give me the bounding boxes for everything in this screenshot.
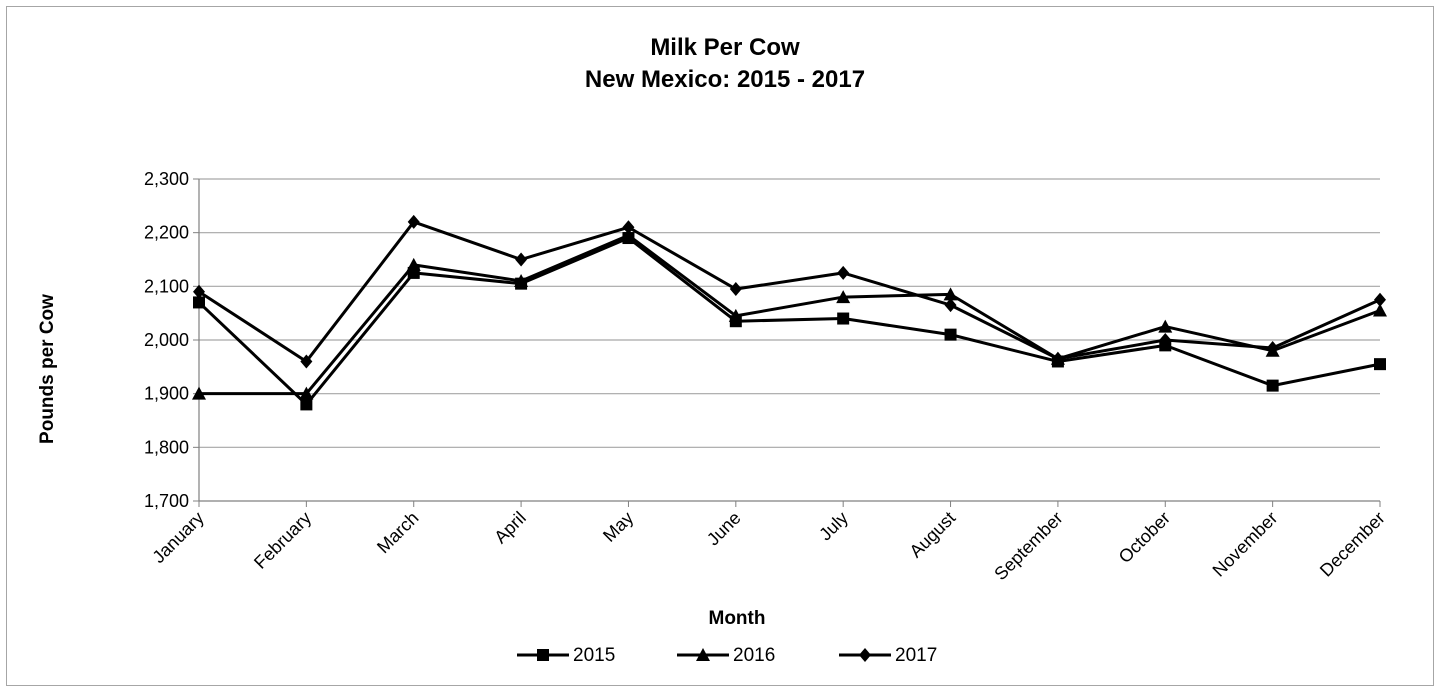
x-tick-label: December (1316, 508, 1389, 581)
data-point-2016 (1158, 319, 1173, 333)
data-point-2017 (515, 252, 528, 267)
data-point-2015 (1266, 379, 1279, 392)
data-point-2017 (1051, 351, 1064, 366)
series-line-2015 (197, 236, 1381, 406)
data-point-2017 (1374, 292, 1386, 307)
data-point-2016 (728, 308, 743, 322)
data-point-2017 (1159, 333, 1172, 347)
data-point-2017 (944, 298, 957, 313)
data-point-2017 (729, 282, 742, 297)
data-point-2017 (300, 354, 313, 369)
x-tick-label: May (599, 508, 637, 546)
series-2017 (193, 214, 1386, 369)
line-chart: Milk Per Cow New Mexico: 2015 - 2017 2,3… (37, 34, 1389, 666)
data-point-2015 (193, 296, 205, 309)
data-point-2017 (193, 284, 205, 299)
y-tick-label: 1,800 (144, 437, 189, 457)
data-point-2016 (192, 386, 206, 400)
series-group (192, 214, 1387, 411)
data-point-2016 (514, 273, 529, 287)
x-axis-title: Month (709, 608, 766, 629)
chart-frame: Milk Per Cow New Mexico: 2015 - 2017 2,3… (6, 6, 1434, 686)
x-tick-label: June (703, 508, 745, 550)
y-tick-label: 2,100 (144, 276, 189, 296)
x-tick-label: September (990, 508, 1066, 584)
data-point-2015 (300, 398, 313, 411)
series-2015 (193, 232, 1386, 411)
axes (198, 179, 1380, 502)
legend: 2015 2016 2017 (517, 645, 937, 666)
x-tick-label: April (490, 508, 530, 548)
chart-title: Milk Per Cow (650, 34, 800, 61)
data-point-2016 (1373, 303, 1387, 317)
x-tick-label: January (148, 508, 207, 567)
chart-subtitle: New Mexico: 2015 - 2017 (585, 66, 865, 93)
legend-label: 2017 (895, 645, 937, 666)
data-point-2017 (407, 214, 420, 229)
x-tick-label: August (906, 508, 960, 562)
y-tick-label: 2,200 (144, 223, 189, 243)
data-point-2016 (299, 386, 314, 400)
series-line-2016 (199, 233, 1381, 396)
data-point-2016 (836, 290, 851, 304)
data-point-2017 (622, 220, 635, 235)
data-point-2017 (837, 265, 850, 280)
data-point-2015 (944, 328, 957, 341)
x-tick-label: October (1115, 508, 1174, 567)
legend-label: 2015 (573, 645, 615, 666)
series-2016 (192, 228, 1387, 400)
y-axis-ticks: 2,300 2,200 2,100 2,000 1,900 1,800 1,700 (144, 169, 199, 511)
y-tick-label: 1,700 (144, 491, 189, 511)
x-tick-label: February (250, 508, 315, 573)
gridlines (199, 178, 1380, 448)
series-line-2017 (198, 220, 1381, 363)
y-tick-label: 1,900 (144, 384, 189, 404)
x-tick-label: July (815, 508, 852, 545)
x-tick-label: November (1209, 508, 1282, 581)
y-tick-label: 2,300 (144, 169, 189, 189)
legend-marker (696, 648, 710, 661)
x-tick-label: March (373, 508, 423, 558)
legend-item-2017: 2017 (839, 645, 937, 666)
y-tick-label: 2,000 (144, 330, 189, 350)
x-axis-ticks: January February March April May June July Augu… (148, 501, 1389, 584)
data-point-2017 (1266, 341, 1279, 356)
data-point-2016 (621, 228, 636, 242)
legend-label: 2016 (733, 645, 775, 666)
data-point-2016 (943, 287, 958, 301)
y-axis-title: Pounds per Cow (37, 294, 58, 444)
data-point-2016 (406, 257, 421, 271)
data-point-2015 (1374, 358, 1386, 371)
legend-marker (859, 648, 871, 662)
legend-item-2016: 2016 (677, 645, 775, 666)
data-point-2015 (837, 312, 850, 325)
legend-marker (537, 649, 549, 661)
legend-item-2015: 2015 (517, 645, 615, 666)
